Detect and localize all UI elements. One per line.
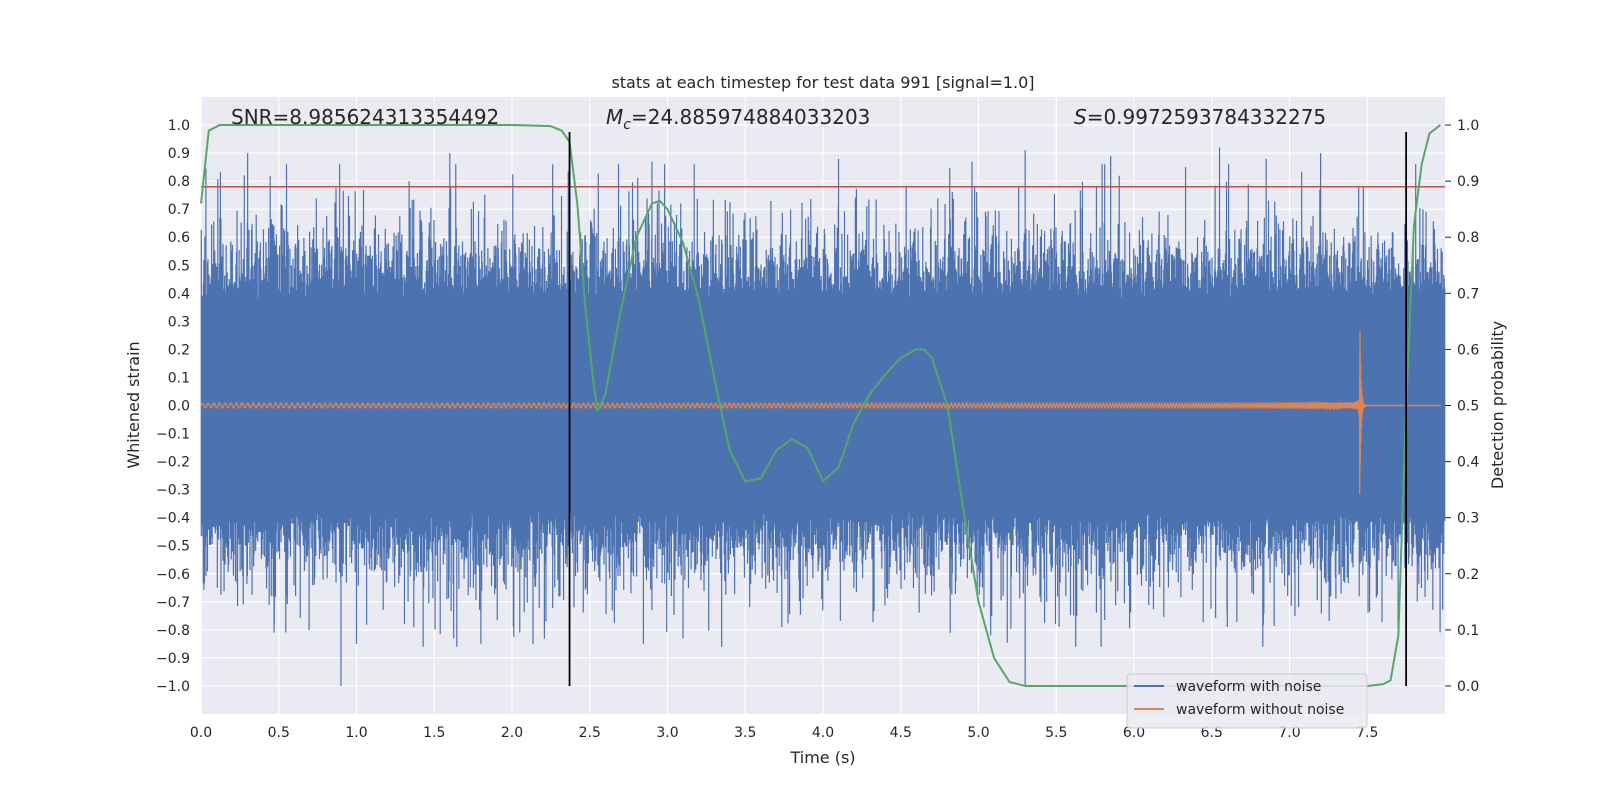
y-tick-label: 0.5 bbox=[168, 258, 190, 274]
legend-box bbox=[1126, 673, 1368, 729]
y-tick-label: −1.0 bbox=[156, 679, 190, 695]
y-tick-label: 0.1 bbox=[168, 370, 190, 386]
y-tick-label: −0.3 bbox=[156, 483, 190, 499]
x-tick-label: 4.5 bbox=[890, 725, 912, 741]
vertical-markers bbox=[568, 132, 1408, 686]
x-tick-label: 4.0 bbox=[812, 725, 834, 741]
y2-tick-label: 0.7 bbox=[1457, 286, 1479, 302]
y2-tick-label: 1.0 bbox=[1457, 118, 1479, 134]
chirp-mass-value: =24.885974884033203 bbox=[631, 105, 870, 129]
y-tick-label: 0.0 bbox=[168, 399, 190, 415]
legend: waveform with noise waveform without noi… bbox=[1126, 673, 1368, 729]
chirp-mass-symbol: M bbox=[606, 105, 623, 129]
y2-tick-label: 0.3 bbox=[1457, 511, 1479, 527]
x-tick-label: 0.5 bbox=[268, 725, 290, 741]
y-tick-label: 0.6 bbox=[168, 230, 190, 246]
x-axis-ticks: 0.0 0.5 1.0 1.5 2.0 2.5 3.0 3.5 4.0 4.5 5.0 5.5 6.0 6… bbox=[190, 725, 1379, 741]
x-tick-label: 2.0 bbox=[501, 725, 523, 741]
y-tick-label: 0.4 bbox=[168, 286, 190, 302]
chart-title: stats at each timestep for test data 991… bbox=[611, 73, 1034, 92]
x-tick-label: 7.5 bbox=[1356, 725, 1378, 741]
x-tick-label: 1.5 bbox=[423, 725, 445, 741]
y2-tick-label: 0.4 bbox=[1457, 455, 1479, 471]
y-tick-label: 1.0 bbox=[168, 118, 190, 134]
y-tick-label: 0.3 bbox=[168, 314, 190, 330]
y-tick-label: 0.9 bbox=[168, 146, 190, 162]
y2-axis-label: Detection probability bbox=[1488, 321, 1507, 489]
x-tick-label: 5.5 bbox=[1045, 725, 1067, 741]
s-annotation: S=0.9972593784332275 bbox=[1074, 105, 1326, 129]
y-tick-label: 0.2 bbox=[168, 342, 190, 358]
chirp-mass-subscript: c bbox=[623, 117, 631, 133]
y2-tick-label: 0.0 bbox=[1457, 679, 1479, 695]
y2-tick-label: 0.9 bbox=[1457, 174, 1479, 190]
y-tick-label: −0.2 bbox=[156, 455, 190, 471]
snr-annotation: SNR=8.985624313354492 bbox=[231, 105, 499, 129]
y-tick-label: −0.5 bbox=[156, 539, 190, 555]
x-tick-label: 0.0 bbox=[190, 725, 212, 741]
y-tick-label: −0.7 bbox=[156, 595, 190, 611]
legend-label-clean: waveform without noise bbox=[1176, 702, 1344, 718]
y-tick-label: −0.4 bbox=[156, 511, 190, 527]
chirp-mass-annotation: Mc=24.885974884033203 bbox=[606, 105, 870, 133]
y2-tick-label: 0.1 bbox=[1457, 623, 1479, 639]
waveform-without-noise-series bbox=[200, 330, 1442, 495]
s-symbol: S bbox=[1074, 105, 1087, 129]
legend-label-noise: waveform with noise bbox=[1176, 679, 1321, 695]
x-tick-label: 7.0 bbox=[1278, 725, 1300, 741]
x-tick-label: 3.5 bbox=[734, 725, 756, 741]
y-tick-label: −0.6 bbox=[156, 567, 190, 583]
waveform-without-noise-line bbox=[200, 330, 1442, 495]
s-value: =0.9972593784332275 bbox=[1087, 105, 1326, 129]
y-tick-label: −0.1 bbox=[156, 427, 190, 443]
y2-tick-label: 0.8 bbox=[1457, 230, 1479, 246]
y-axis-ticks: 1.0 0.9 0.8 0.7 0.6 0.5 0.4 0.3 0.2 0.1 0.0 −0.1 −0.… bbox=[156, 118, 190, 695]
x-tick-label: 6.5 bbox=[1201, 725, 1223, 741]
y-tick-label: 0.7 bbox=[168, 202, 190, 218]
x-tick-label: 3.0 bbox=[656, 725, 678, 741]
y2-axis-ticks: 1.0 0.9 0.8 0.7 0.6 0.5 0.4 0.3 0.2 0.1 0.0 bbox=[1445, 118, 1479, 695]
x-tick-label: 2.5 bbox=[579, 725, 601, 741]
y2-tick-label: 0.6 bbox=[1457, 342, 1479, 358]
y-tick-label: −0.8 bbox=[156, 623, 190, 639]
x-tick-label: 6.0 bbox=[1123, 725, 1145, 741]
y2-tick-label: 0.2 bbox=[1457, 567, 1479, 583]
x-tick-label: 1.0 bbox=[345, 725, 367, 741]
y-tick-label: −0.9 bbox=[156, 651, 190, 667]
x-tick-label: 5.0 bbox=[967, 725, 989, 741]
y-axis-label: Whitened strain bbox=[124, 341, 143, 468]
y-tick-label: 0.8 bbox=[168, 174, 190, 190]
y2-tick-label: 0.5 bbox=[1457, 399, 1479, 415]
x-axis-label: Time (s) bbox=[789, 748, 855, 767]
